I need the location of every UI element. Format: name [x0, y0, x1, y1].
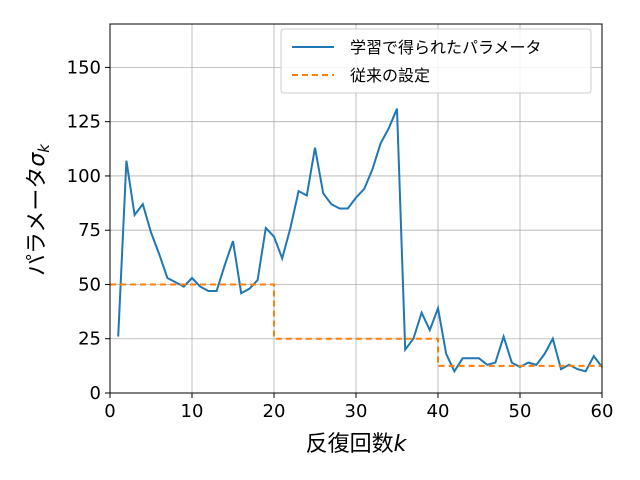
legend-box: [280, 28, 592, 94]
conventional-setting-line: [110, 283, 602, 367]
x-tick-label: 20: [263, 401, 286, 422]
y-tick-label: 25: [78, 329, 101, 350]
x-tick-label: 40: [427, 401, 450, 422]
x-axis-label: 反復回数k: [306, 432, 408, 457]
learned-parameter-line: [117, 108, 603, 374]
y-tick-label: 150: [67, 57, 101, 78]
legend-label-conventional: 従来の設定: [350, 66, 430, 85]
x-tick-label: 10: [181, 401, 204, 422]
legend-label-learned: 学習で得られたパラメータ: [350, 38, 542, 57]
y-tick-label: 0: [90, 383, 101, 404]
x-tick-label: 50: [509, 401, 532, 422]
y-tick-label: 75: [78, 220, 101, 241]
x-tick-label: 30: [345, 401, 368, 422]
series-layer: [110, 108, 603, 374]
y-tick-label: 50: [78, 274, 101, 295]
axis-ticks: 0 10 20 30 40 50 60 0 25 50 75 100 125 150: [67, 57, 614, 422]
y-tick-label: 125: [67, 112, 101, 133]
y-axis-label: パラメータσk: [25, 143, 53, 276]
x-tick-label: 0: [104, 401, 115, 422]
legend: 学習で得られたパラメータ 従来の設定: [280, 28, 592, 94]
x-tick-label: 60: [591, 401, 614, 422]
y-tick-label: 100: [67, 166, 101, 187]
